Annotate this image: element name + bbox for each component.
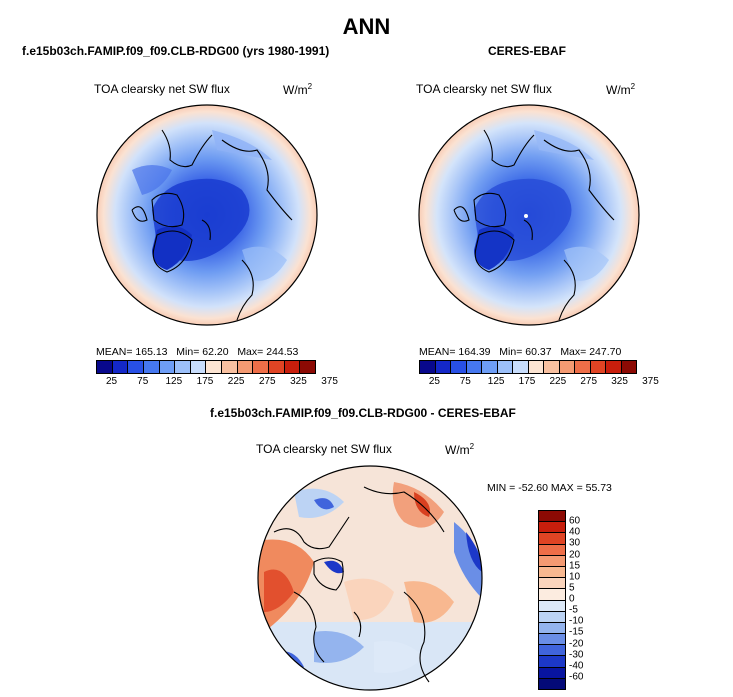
colorbar-tick-label: 25 (106, 376, 118, 387)
colorbar-tick-label: 325 (611, 376, 628, 387)
colorbar-swatch (435, 361, 451, 373)
colorbar-tick-label: 175 (196, 376, 214, 387)
diff-panel-units: W/m2 (445, 442, 475, 457)
colorbar-swatch (621, 361, 636, 373)
diff-colorbar-label: -5 (569, 604, 578, 616)
colorbar-tick-label: 375 (642, 376, 659, 387)
diff-colorbar-swatch (539, 589, 565, 601)
diff-colorbar-label: -20 (569, 638, 584, 649)
colorbar-swatch (420, 361, 436, 373)
colorbar-tick-label: 275 (258, 376, 276, 387)
colorbar-swatch (575, 361, 591, 373)
diff-colorbar-swatch (539, 656, 565, 668)
colorbar-swatch (97, 361, 113, 373)
panel-1-variable: TOA clearsky net SW flux (94, 82, 230, 96)
diff-colorbar-swatch (539, 678, 565, 689)
panel-2-variable: TOA clearsky net SW flux (416, 82, 552, 96)
diff-colorbar-swatch (539, 511, 565, 523)
diff-colorbar-swatch (539, 667, 565, 679)
diff-colorbar-label: 10 (569, 571, 581, 583)
diff-colorbar-swatch (539, 578, 565, 590)
colorbar-swatch (528, 361, 544, 373)
diff-colorbar-label: 20 (569, 549, 581, 560)
colorbar-swatch (300, 361, 315, 373)
colorbar-swatch (284, 361, 301, 373)
diff-colorbar-swatch (539, 611, 565, 623)
colorbar-swatch (206, 361, 223, 373)
colorbar-swatch (590, 361, 606, 373)
colorbar-swatch (513, 361, 529, 373)
colorbar-swatch (222, 361, 238, 373)
diff-polar-map (257, 465, 483, 691)
colorbar-tick-label: 125 (487, 376, 505, 387)
colorbar-swatch (559, 361, 575, 373)
diff-panel-variable: TOA clearsky net SW flux (256, 442, 392, 456)
panel-1-title: f.e15b03ch.FAMIP.f09_f09.CLB-RDG00 (yrs … (22, 44, 330, 58)
colorbar-swatch (482, 361, 498, 373)
diff-colorbar (538, 510, 566, 690)
colorbar-tick-label: 75 (459, 376, 471, 387)
colorbar-swatch (128, 361, 144, 373)
diff-panel-title: f.e15b03ch.FAMIP.f09_f09.CLB-RDG00 - CER… (210, 406, 516, 420)
colorbar-swatch (451, 361, 467, 373)
diff-colorbar-label: 40 (569, 526, 581, 538)
diff-colorbar-swatch (539, 555, 565, 567)
panel-2-units: W/m2 (606, 82, 636, 97)
colorbar-tick-label: 75 (137, 376, 149, 387)
diff-colorbar-labels: 60 40 30 20 15 10 5 0 -5 -10 -15 -20 -30 -40 -60 (569, 510, 609, 688)
colorbar-tick-label: 375 (321, 376, 338, 387)
diff-colorbar-label: -60 (569, 671, 584, 683)
diff-colorbar-label: 0 (569, 593, 575, 605)
panel-2-colorbar (419, 360, 637, 374)
colorbar-swatch (175, 361, 191, 373)
diff-colorbar-swatch (539, 533, 565, 545)
colorbar-tick-label: 125 (165, 376, 183, 387)
panel-1-colorbar (96, 360, 316, 374)
diff-minmax: MIN = -52.60 MAX = 55.73 (487, 482, 612, 494)
panel-1-units: W/m2 (283, 82, 313, 97)
colorbar-swatch (112, 361, 129, 373)
colorbar-swatch (466, 361, 482, 373)
colorbar-swatch (269, 361, 285, 373)
panel-1-polar-map (96, 104, 318, 326)
colorbar-swatch (253, 361, 270, 373)
panel-1-stats: MEAN= 165.13 Min= 62.20 Max= 244.53 (96, 346, 299, 358)
colorbar-swatch (143, 361, 160, 373)
colorbar-swatch (159, 361, 176, 373)
colorbar-swatch (606, 361, 622, 373)
diff-colorbar-swatch (539, 600, 565, 612)
colorbar-tick-label: 275 (580, 376, 598, 387)
colorbar-tick-label: 325 (290, 376, 307, 387)
colorbar-swatch (237, 361, 254, 373)
diff-colorbar-label: 5 (569, 582, 575, 594)
figure-title: ANN (342, 14, 391, 39)
diff-colorbar-label: 60 (569, 515, 581, 527)
diff-colorbar-swatch (539, 544, 565, 556)
colorbar-swatch (497, 361, 513, 373)
diff-colorbar-label: 15 (569, 560, 581, 572)
diff-colorbar-label: -10 (569, 615, 584, 627)
diff-colorbar-swatch (539, 622, 565, 635)
panel-2-polar-map (418, 104, 640, 326)
diff-colorbar-swatch (539, 645, 565, 657)
colorbar-tick-label: 225 (549, 376, 567, 387)
colorbar-tick-label: 25 (428, 376, 440, 387)
diff-colorbar-swatch (539, 566, 565, 579)
panel-2-stats: MEAN= 164.39 Min= 60.37 Max= 247.70 (419, 346, 622, 358)
diff-colorbar-label: -15 (569, 626, 584, 638)
diff-colorbar-swatch (539, 634, 565, 646)
diff-colorbar-label: -40 (569, 660, 584, 672)
colorbar-tick-label: 175 (518, 376, 536, 387)
diff-colorbar-label: -30 (569, 649, 584, 661)
diff-colorbar-label: 30 (569, 537, 581, 549)
panel-2-title: CERES-EBAF (488, 44, 567, 58)
diff-colorbar-swatch (539, 522, 565, 534)
colorbar-swatch (190, 361, 207, 373)
colorbar-swatch (544, 361, 560, 373)
colorbar-tick-label: 225 (227, 376, 245, 387)
